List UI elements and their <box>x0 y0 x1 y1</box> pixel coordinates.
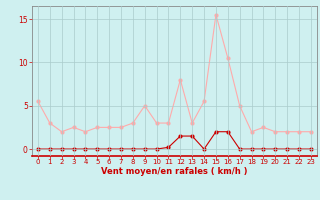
X-axis label: Vent moyen/en rafales ( km/h ): Vent moyen/en rafales ( km/h ) <box>101 167 248 176</box>
